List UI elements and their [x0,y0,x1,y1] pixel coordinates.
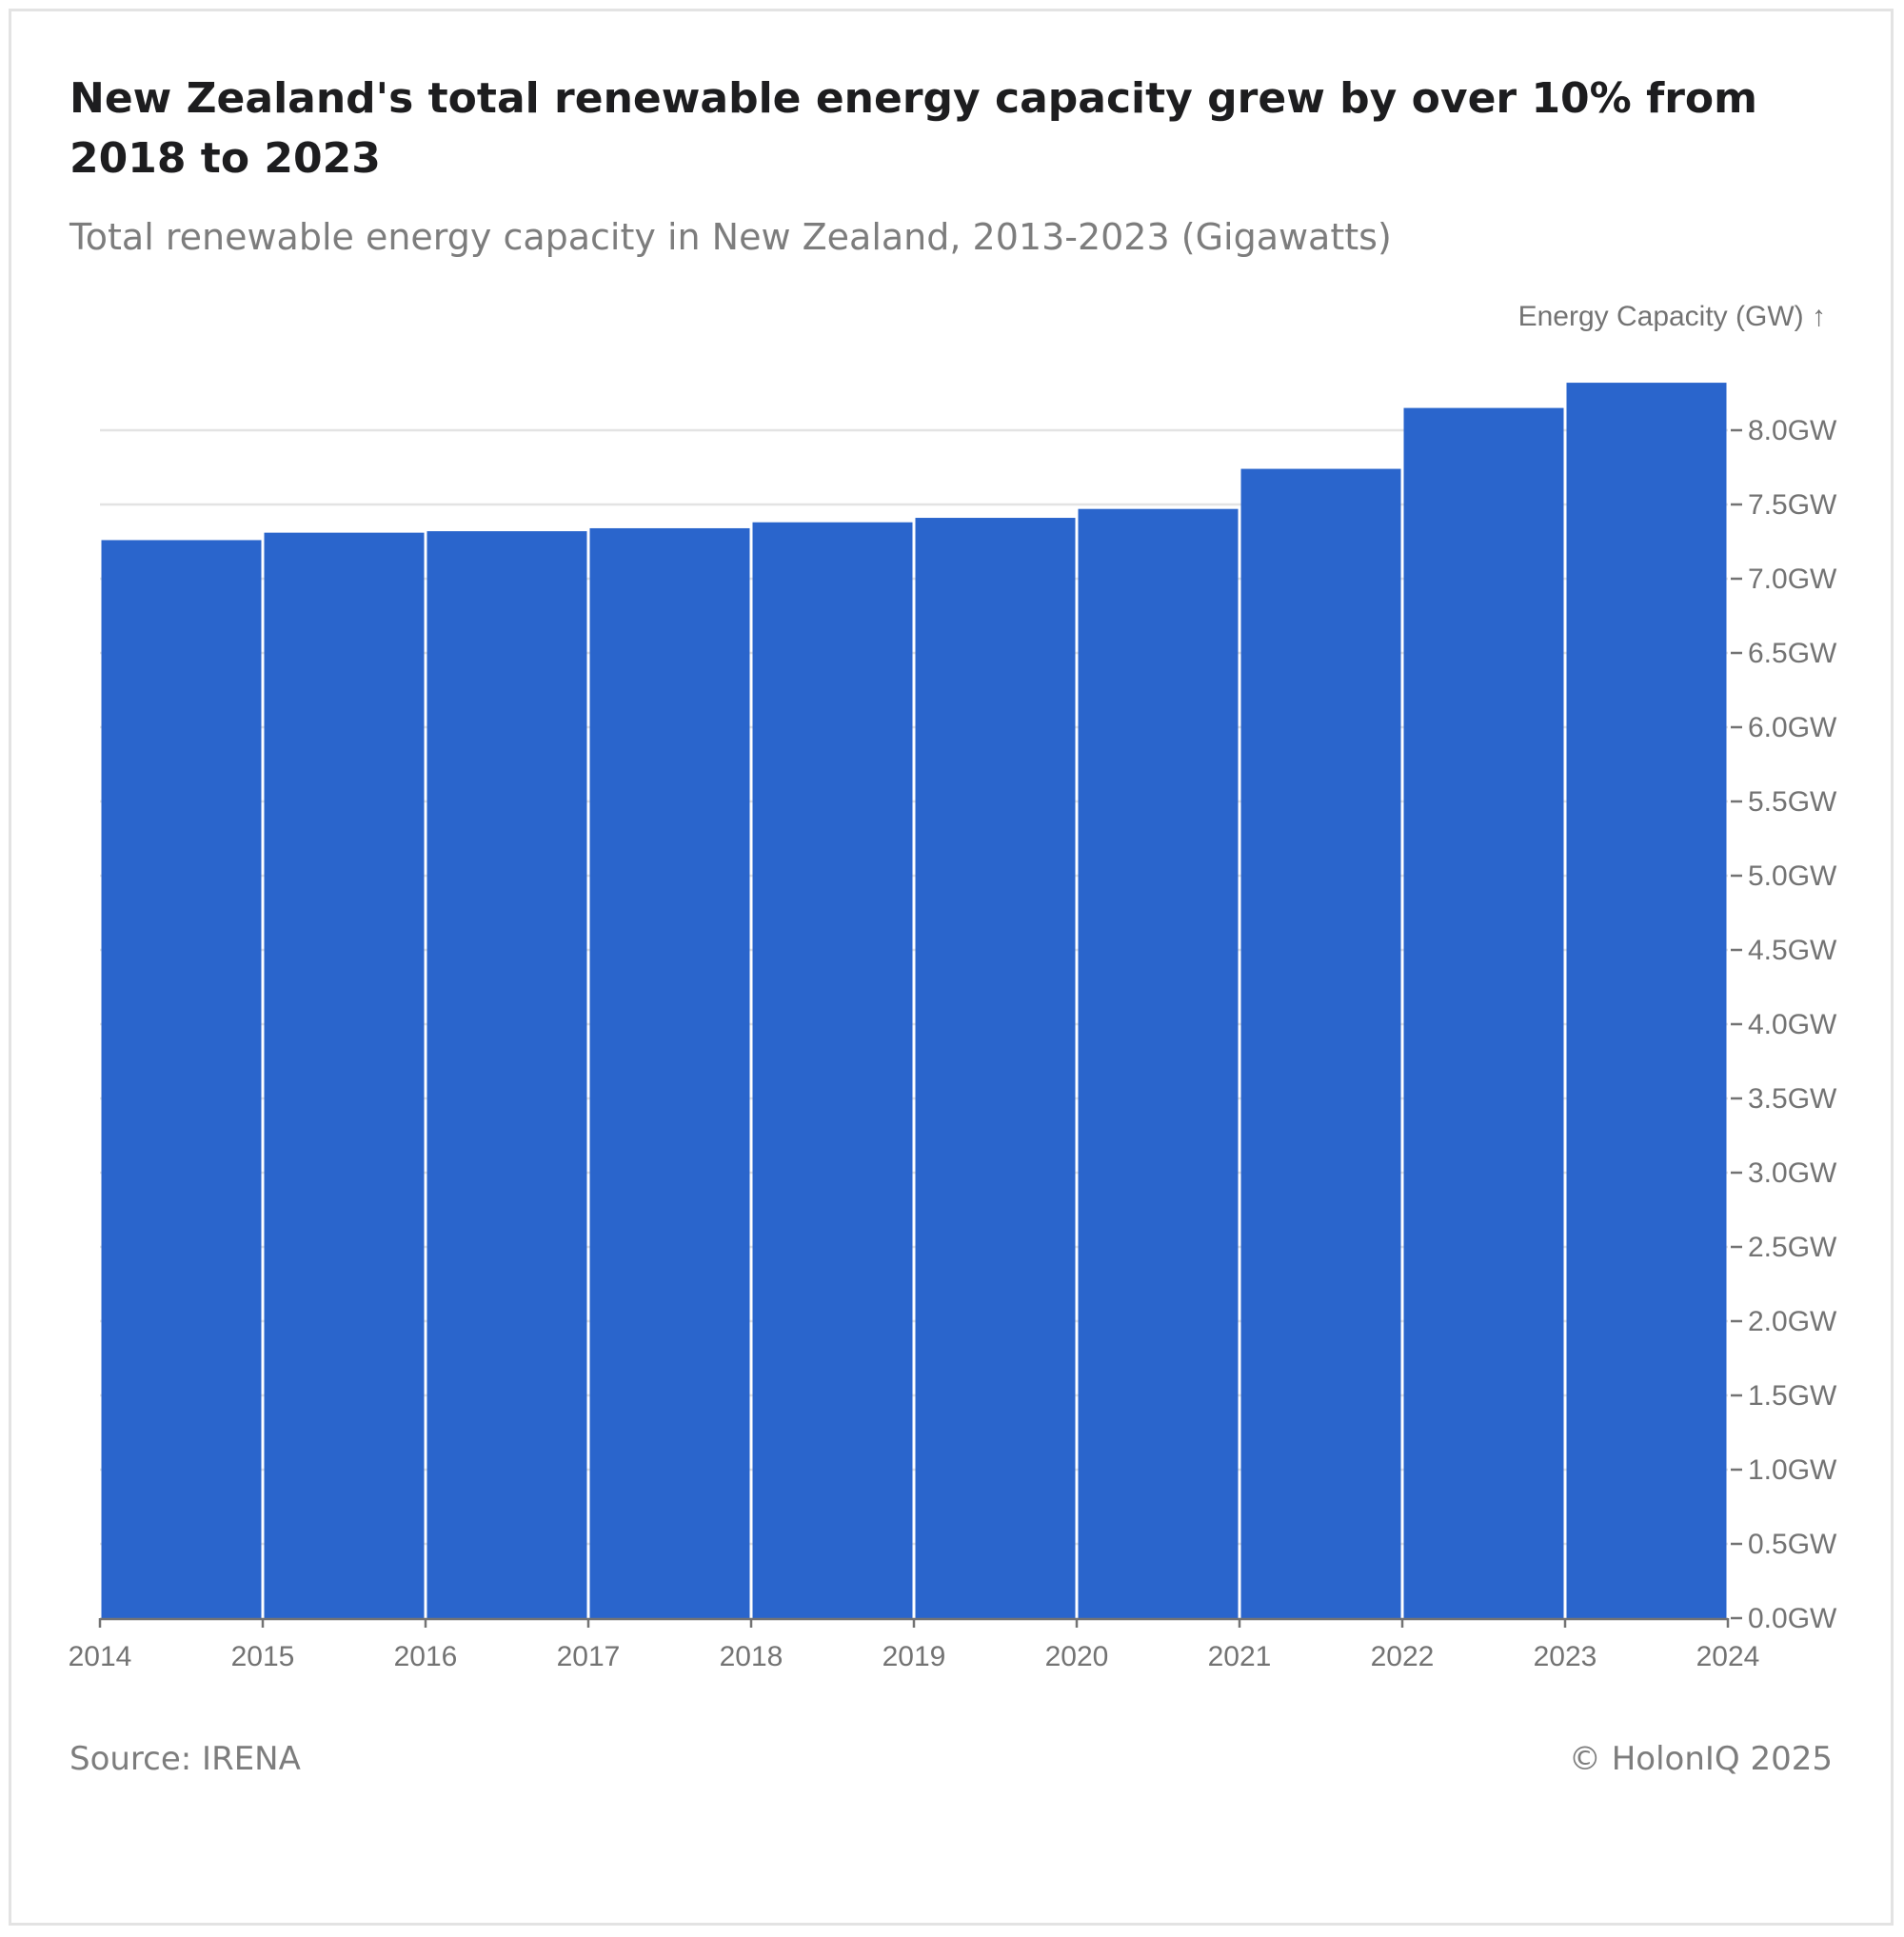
y-tick-label-2.5GW: 2.5GW [1748,1232,1837,1263]
bars [101,383,1727,1619]
x-tick-label-2018: 2018 [720,1641,783,1672]
bar-2020 [1078,508,1239,1619]
y-tick-label-5.0GW: 5.0GW [1748,860,1837,892]
bar-2022 [1403,407,1564,1619]
x-tick-label-2019: 2019 [883,1641,946,1672]
y-tick-label-3.5GW: 3.5GW [1748,1083,1837,1115]
bar-2014 [101,540,262,1619]
y-tick-label-6.0GW: 6.0GW [1748,712,1837,743]
bar-2019 [915,518,1076,1618]
source-note: Source: IRENA [69,1740,301,1778]
x-tick-label-2022: 2022 [1371,1641,1435,1672]
y-tick-label-8.0GW: 8.0GW [1748,415,1837,446]
bar-2021 [1240,468,1401,1618]
chart-subtitle: Total renewable energy capacity in New Z… [69,216,1392,258]
x-tick-label-2015: 2015 [231,1641,295,1672]
x-tick-label-2023: 2023 [1534,1641,1597,1672]
copyright-note: © HolonIQ 2025 [1568,1740,1833,1778]
bar-2017 [589,527,750,1619]
bar-2018 [752,522,913,1618]
y-tick-label-6.5GW: 6.5GW [1748,638,1837,669]
x-tick-label-2024: 2024 [1696,1641,1760,1672]
x-tick-label-2021: 2021 [1208,1641,1272,1672]
y-tick-label-0.5GW: 0.5GW [1748,1529,1837,1560]
y-tick-label-7.0GW: 7.0GW [1748,563,1837,595]
y-tick-label-1.0GW: 1.0GW [1748,1454,1837,1486]
x-tick-label-2016: 2016 [394,1641,458,1672]
y-tick-label-5.5GW: 5.5GW [1748,786,1837,818]
chart-title: New Zealand's total renewable energy cap… [69,74,1757,183]
y-tick-label-4.5GW: 4.5GW [1748,935,1837,966]
x-tick-label-2017: 2017 [557,1641,621,1672]
x-tick-label-2020: 2020 [1045,1641,1109,1672]
y-tick-label-1.5GW: 1.5GW [1748,1380,1837,1412]
y-tick-label-3.0GW: 3.0GW [1748,1157,1837,1189]
bar-2015 [264,532,425,1618]
axes: 2014 2015 2016 2017 2018 2019 2020 2021 2022 2023… [69,415,1837,1672]
bar-chart: 2014 2015 2016 2017 2018 2019 2020 2021 2022 2023… [69,301,1837,1672]
y-tick-label-0.0GW: 0.0GW [1748,1603,1837,1634]
y-tick-label-2.0GW: 2.0GW [1748,1306,1837,1337]
y-axis-label: Energy Capacity (GW) ↑ [1518,301,1826,332]
y-tick-label-7.5GW: 7.5GW [1748,489,1837,521]
bar-2016 [426,531,587,1618]
y-tick-label-4.0GW: 4.0GW [1748,1009,1837,1040]
x-tick-label-2014: 2014 [69,1641,132,1672]
bar-2023 [1566,383,1727,1619]
